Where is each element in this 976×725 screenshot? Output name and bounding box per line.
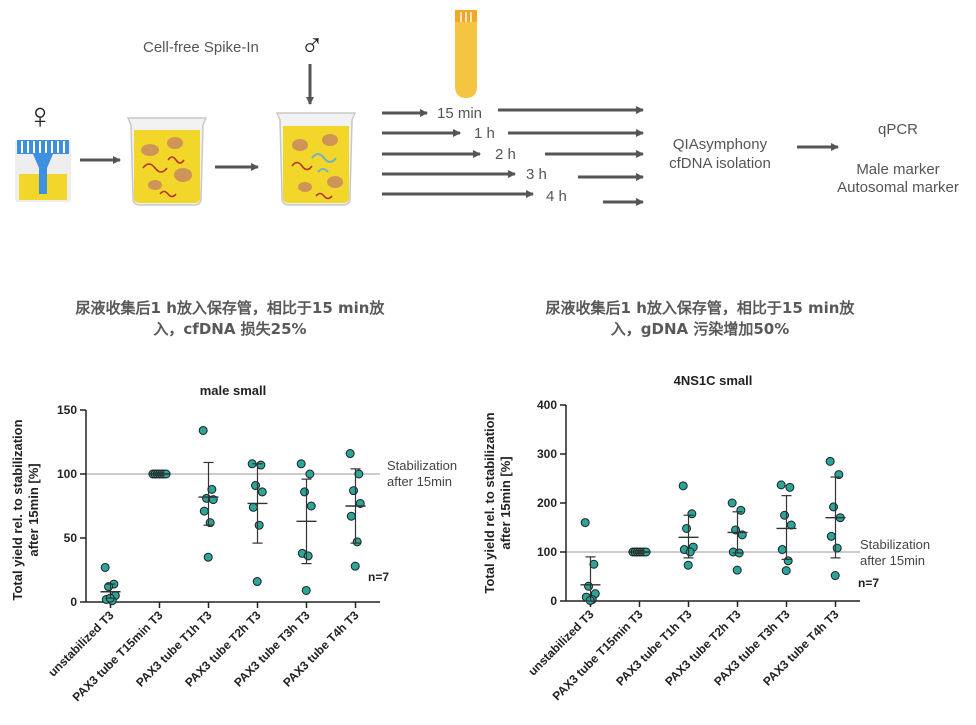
data-point (300, 487, 310, 497)
data-point (785, 482, 795, 492)
chart-title: 4NS1C small (674, 373, 753, 388)
data-point (257, 487, 267, 497)
right-heading: 尿液收集后1 h放入保存管，相比于15 min放 入，gDNA 污染增加50% (500, 298, 900, 340)
y-axis-label: Total yield rel. to stabilizationafter 1… (482, 412, 513, 593)
data-point (783, 556, 793, 566)
chart-4ns1c-small: 4NS1C small Total yield rel. to stabiliza… (482, 373, 930, 703)
chart-male-small: male small Total yield rel. to stabilizat… (10, 383, 457, 704)
y-axis-label: Total yield rel. to stabilizationafter 1… (10, 419, 41, 600)
y-tick-label: 150 (57, 403, 77, 417)
spike-in-label: Cell-free Spike-In (143, 39, 259, 56)
data-point (589, 559, 599, 569)
data-point (678, 481, 688, 491)
y-tick-label: 400 (537, 398, 557, 412)
data-point (100, 562, 110, 572)
data-point (350, 561, 360, 571)
data-point (683, 560, 693, 570)
data-point (251, 481, 261, 491)
right-heading-line1: 尿液收集后1 h放入保存管，相比于15 min放 (545, 299, 855, 317)
time-label-2h: 2 h (495, 146, 516, 163)
data-point (685, 547, 695, 557)
data-point (306, 501, 316, 511)
data-point (354, 469, 364, 479)
data-point (252, 577, 262, 587)
data-point (305, 469, 315, 479)
y-tick-label: 0 (70, 595, 77, 609)
data-point (777, 545, 787, 555)
data-point (780, 510, 790, 520)
data-point (580, 518, 590, 528)
beaker-2-icon (275, 112, 357, 206)
test-tube-icon (455, 10, 477, 98)
data-point (198, 425, 208, 435)
male-marker-label: Male marker (856, 161, 939, 178)
n-label: n=7 (368, 570, 389, 584)
isolation-label-line2: cfDNA isolation (669, 155, 771, 172)
data-point (349, 486, 359, 496)
time-label-15min: 15 min (437, 105, 482, 122)
data-point (256, 460, 266, 470)
isolation-label-line1: QIAsymphony (673, 136, 768, 153)
data-point (199, 506, 209, 516)
reference-label: Stabilization after 15min (860, 537, 930, 568)
y-tick-label: 100 (57, 467, 77, 481)
x-tick-label: PAX3 tube T15min T3 (550, 607, 646, 703)
data-point (825, 456, 835, 466)
data-point (732, 565, 742, 575)
data-point (826, 531, 836, 541)
data-point (301, 585, 311, 595)
y-tick-label: 200 (537, 496, 557, 510)
data-point (203, 552, 213, 562)
data-point (345, 449, 355, 459)
urine-cup-icon (15, 140, 71, 202)
autosomal-marker-label: Autosomal marker (837, 179, 959, 196)
data-point (352, 537, 362, 547)
data-point (727, 498, 737, 508)
qpcr-label: qPCR (878, 121, 918, 138)
data-point (303, 551, 313, 561)
left-heading-line1: 尿液收集后1 h放入保存管，相比于15 min放 (75, 299, 385, 317)
data-point (832, 543, 842, 553)
data-point (254, 520, 264, 530)
y-tick-label: 300 (537, 447, 557, 461)
female-symbol: ♀ (27, 95, 54, 136)
y-tick-label: 100 (537, 545, 557, 559)
workflow-diagram: ♀ Cell-free Spike-In ♂ (15, 10, 959, 206)
data-point (682, 523, 692, 533)
right-heading-line2: 入，gDNA 污染增加50% (610, 320, 790, 338)
left-heading: 尿液收集后1 h放入保存管，相比于15 min放 入，cfDNA 损失25% (30, 298, 430, 340)
left-heading-line2: 入，cfDNA 损失25% (153, 320, 307, 338)
x-tick-label: PAX3 tube T15min T3 (70, 608, 166, 704)
reference-label: Stabilization after 15min (387, 458, 457, 489)
data-point (584, 581, 594, 591)
data-point (829, 502, 839, 512)
chart-title: male small (200, 383, 267, 398)
data-point (207, 484, 217, 494)
time-label-3h: 3 h (526, 166, 547, 183)
beaker-1-icon (126, 117, 208, 206)
time-label-1h: 1 h (474, 125, 495, 142)
data-point (248, 502, 258, 512)
data-point (346, 511, 356, 521)
data-point (296, 459, 306, 469)
data-point (781, 566, 791, 576)
y-tick-label: 50 (64, 531, 78, 545)
data-point (776, 480, 786, 490)
y-tick-label: 0 (550, 594, 557, 608)
data-point (830, 571, 840, 581)
male-symbol: ♂ (300, 27, 324, 63)
time-label-4h: 4 h (546, 188, 567, 205)
n-label: n=7 (858, 576, 879, 590)
